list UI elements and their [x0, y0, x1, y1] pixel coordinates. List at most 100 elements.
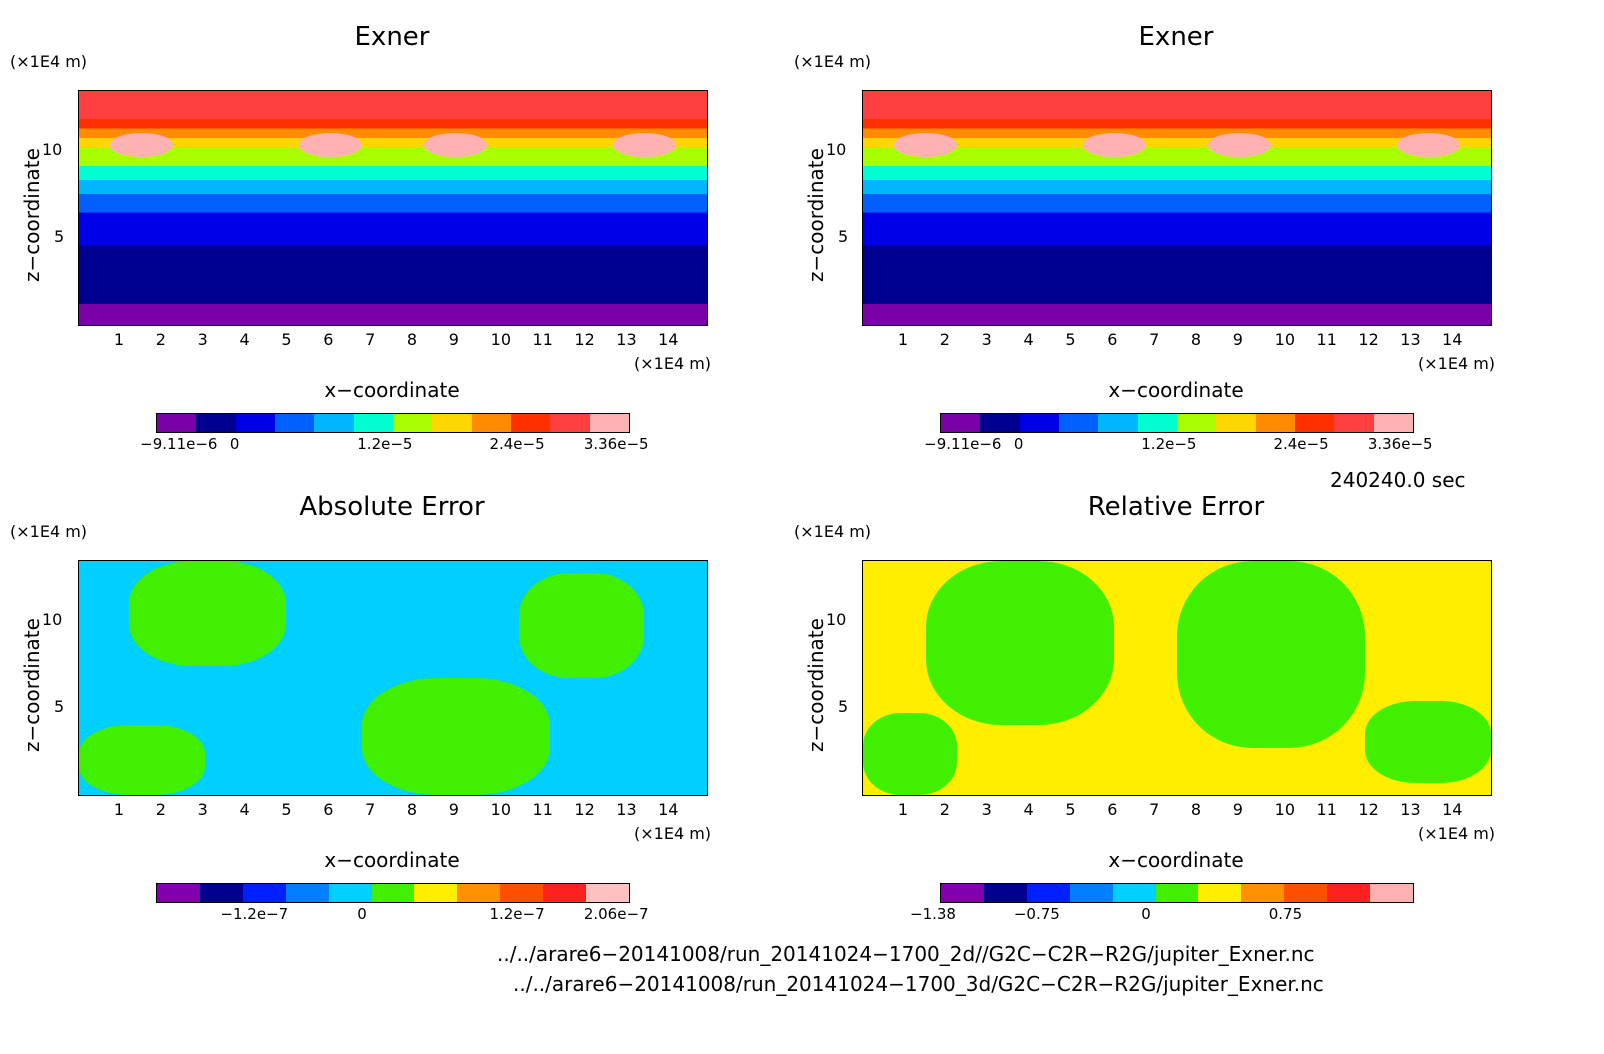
- panel-title: Exner: [354, 22, 430, 52]
- colorbar-label: 2.4e−5: [489, 435, 545, 453]
- colorbar-label: −1.2e−7: [220, 905, 289, 923]
- colorbar-swatch: [157, 414, 197, 432]
- contour-blob: [298, 133, 362, 157]
- x-tick-label: 6: [323, 330, 334, 349]
- colorbar-swatch: [589, 414, 629, 432]
- x-tick-label: 4: [1023, 330, 1034, 349]
- x-tick-label: 10: [490, 800, 512, 819]
- x-tick-label: 9: [1232, 330, 1243, 349]
- contour-blob: [1082, 133, 1146, 157]
- colorbar-label: 1.2e−5: [357, 435, 413, 453]
- y-unit-label: (×1E4 m): [794, 522, 872, 541]
- x-tick-label: 14: [658, 800, 679, 819]
- contour-blob: [79, 724, 205, 795]
- colorbar-label: 0: [1013, 435, 1024, 453]
- colorbar-swatch: [314, 414, 354, 432]
- time-label: 240240.0 sec: [1330, 468, 1466, 492]
- x-tick-label: 8: [406, 330, 418, 349]
- colorbar: [940, 883, 1414, 903]
- x-tick-label: 6: [1107, 800, 1118, 819]
- x-tick-label: 1: [897, 330, 909, 349]
- x-tick-label: 9: [448, 800, 459, 819]
- colorbar: [156, 413, 630, 433]
- x-tick-label: 10: [1274, 800, 1296, 819]
- colorbar-swatch: [550, 414, 590, 432]
- contour-blob: [110, 133, 174, 157]
- x-tick-label: 3: [197, 800, 208, 819]
- contour-plot: [862, 560, 1492, 796]
- contour-plot: [78, 90, 708, 326]
- x-tick-label: 3: [981, 330, 992, 349]
- x-axis-label: x−coordinate: [1108, 378, 1244, 402]
- colorbar-swatch: [543, 884, 587, 902]
- colorbar-swatch: [1370, 884, 1413, 902]
- colorbar-swatch: [1137, 414, 1177, 432]
- x-tick-label: 10: [490, 330, 512, 349]
- colorbar-swatch: [1155, 884, 1199, 902]
- colorbar-label: −9.11e−6: [140, 435, 218, 453]
- x-tick-label: 5: [281, 330, 292, 349]
- y-axis-label: z−coordinate: [20, 148, 44, 282]
- colorbar-swatch: [1216, 414, 1256, 432]
- colorbar-swatch: [1255, 414, 1295, 432]
- colorbar-swatch: [457, 884, 501, 902]
- contour-blob: [894, 133, 958, 157]
- colorbar-swatch: [941, 414, 981, 432]
- x-tick-label: 7: [365, 330, 376, 349]
- colorbar-swatch: [586, 884, 629, 902]
- x-tick-label: 7: [1149, 800, 1160, 819]
- colorbar-swatch: [1327, 884, 1371, 902]
- colorbar-swatch: [1241, 884, 1285, 902]
- contour-blob: [1365, 701, 1491, 784]
- x-tick-label: 13: [1400, 800, 1421, 819]
- colorbar-label: 0: [229, 435, 240, 453]
- colorbar-swatch: [285, 884, 329, 902]
- contour-blob: [1396, 133, 1460, 157]
- colorbar-swatch: [199, 884, 243, 902]
- x-tick-label: 12: [1358, 330, 1379, 349]
- colorbar-label: 1.2e−5: [1141, 435, 1197, 453]
- contour-plot: [78, 560, 708, 796]
- colorbar-swatch: [371, 884, 415, 902]
- contour-blob: [129, 561, 287, 667]
- y-tick-label: 10: [42, 609, 63, 629]
- y-tick-label: 10: [826, 609, 847, 629]
- x-tick-label: 11: [1316, 800, 1337, 819]
- x-tick-label: 9: [1232, 800, 1243, 819]
- x-tick-label: 5: [1065, 330, 1076, 349]
- file-path-3d: ../../arare6−20141008/run_20141024−1700_…: [513, 972, 1324, 996]
- colorbar-swatch: [432, 414, 472, 432]
- colorbar-swatch: [500, 884, 544, 902]
- colorbar-swatch: [1098, 414, 1138, 432]
- colorbar-swatch: [1373, 414, 1413, 432]
- x-unit-label: (×1E4 m): [634, 824, 712, 843]
- contour-blob: [1177, 561, 1366, 749]
- x-tick-label: 14: [658, 330, 679, 349]
- colorbar-swatch: [980, 414, 1020, 432]
- colorbar-swatch: [1294, 414, 1335, 432]
- colorbar-label: −9.11e−6: [924, 435, 1002, 453]
- colorbar-swatch: [983, 884, 1027, 902]
- x-tick-label: 2: [939, 330, 950, 349]
- colorbar-label: 3.36e−5: [1367, 435, 1433, 453]
- x-tick-label: 13: [616, 330, 637, 349]
- x-tick-label: 8: [406, 800, 418, 819]
- colorbar: [156, 883, 630, 903]
- x-tick-label: 11: [532, 330, 553, 349]
- x-axis-label: x−coordinate: [324, 848, 460, 872]
- y-tick-label: 5: [838, 697, 849, 717]
- colorbar-swatch: [1112, 884, 1156, 902]
- y-tick-label: 10: [826, 139, 847, 159]
- colorbar-swatch: [157, 884, 200, 902]
- colorbar-swatch: [235, 414, 275, 432]
- colorbar-swatch: [328, 884, 372, 902]
- colorbar-label: −1.38: [910, 905, 956, 923]
- colorbar-label: −0.75: [1013, 905, 1060, 923]
- colorbar-label: 3.36e−5: [583, 435, 649, 453]
- x-unit-label: (×1E4 m): [634, 354, 712, 373]
- contour-blob: [925, 561, 1115, 725]
- x-tick-label: 12: [574, 330, 595, 349]
- x-tick-label: 1: [113, 800, 125, 819]
- colorbar-swatch: [353, 414, 393, 432]
- x-unit-label: (×1E4 m): [1418, 824, 1496, 843]
